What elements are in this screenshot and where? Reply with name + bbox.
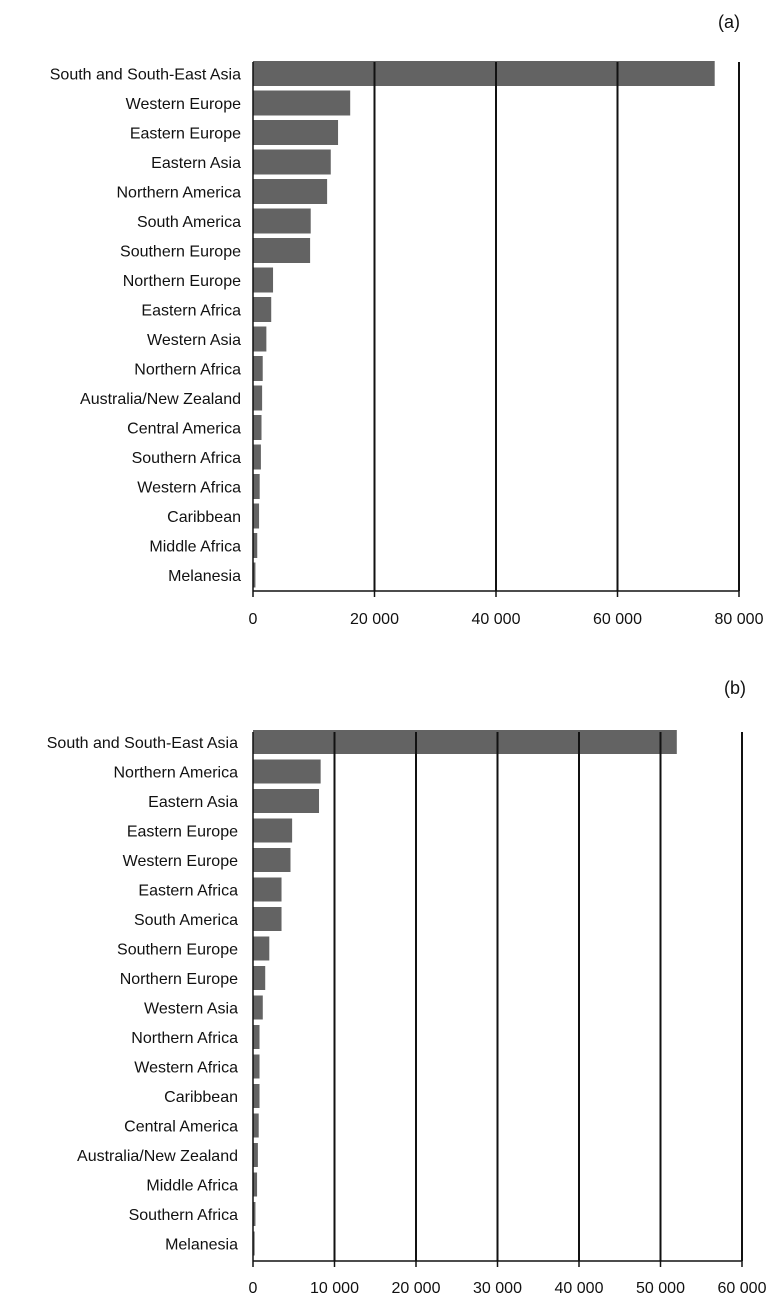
category-label: Western Africa	[137, 480, 241, 497]
bar	[253, 562, 256, 588]
bar	[253, 238, 311, 263]
category-label: Northern Europe	[120, 971, 238, 988]
x-tick-label: 20 000	[392, 1280, 441, 1297]
category-label: Caribbean	[167, 509, 241, 526]
category-label: South and South-East Asia	[47, 735, 238, 752]
x-tick-label: 80 000	[715, 611, 764, 628]
category-label: South America	[134, 912, 238, 929]
bar	[253, 789, 320, 813]
panel-label-a: (a)	[718, 12, 740, 32]
category-label: Eastern Europe	[127, 824, 238, 841]
bar	[253, 474, 260, 499]
category-label: Western Europe	[126, 96, 241, 113]
x-tick-label: 30 000	[473, 1280, 522, 1297]
bar	[253, 936, 270, 961]
category-label: Central America	[124, 1119, 238, 1136]
category-label: Western Asia	[147, 332, 241, 349]
category-label: Northern America	[117, 185, 242, 202]
category-label: Australia/New Zealand	[77, 1148, 238, 1165]
category-label: Caribbean	[164, 1089, 238, 1106]
panel-label-b: (b)	[724, 678, 746, 698]
category-label: Southern Africa	[129, 1207, 239, 1224]
category-label: Northern Africa	[131, 1030, 238, 1047]
bar	[253, 444, 261, 470]
bar	[253, 818, 293, 843]
bar	[253, 1202, 256, 1226]
category-label: Northern Africa	[134, 362, 241, 379]
bar	[253, 1054, 260, 1079]
bar	[253, 907, 282, 931]
category-label: Western Asia	[144, 1001, 238, 1018]
category-label: Western Africa	[134, 1060, 238, 1077]
category-label: South America	[137, 214, 241, 231]
bar	[253, 267, 274, 293]
bar	[253, 297, 272, 322]
bar	[253, 1025, 260, 1049]
category-label: Central America	[127, 421, 241, 438]
category-label: Eastern Asia	[151, 155, 241, 172]
bar	[253, 533, 258, 558]
bar	[253, 149, 331, 175]
bar	[253, 385, 263, 411]
bar	[253, 120, 339, 145]
bar	[253, 326, 267, 352]
category-label: Middle Africa	[149, 539, 241, 556]
category-label: Eastern Africa	[138, 883, 238, 900]
bar	[253, 1084, 260, 1108]
bar	[253, 1143, 258, 1167]
x-tick-label: 0	[249, 1280, 258, 1297]
bar	[253, 848, 291, 872]
x-tick-label: 60 000	[718, 1280, 767, 1297]
category-label: Eastern Africa	[141, 303, 241, 320]
bar	[253, 415, 262, 440]
bar	[253, 1231, 255, 1256]
bar	[253, 61, 715, 86]
x-tick-label: 0	[249, 611, 258, 628]
bar	[253, 759, 321, 784]
category-label: Southern Europe	[120, 244, 241, 261]
chart-panel-b: (b) South and South-East Asia Northern Ame…	[47, 678, 767, 1297]
bar	[253, 966, 266, 990]
x-tick-label: 40 000	[555, 1280, 604, 1297]
category-label: Southern Africa	[132, 450, 242, 467]
x-tick-label: 10 000	[310, 1280, 359, 1297]
category-label: Northern America	[114, 765, 239, 782]
bar	[253, 208, 311, 234]
category-label: Middle Africa	[146, 1178, 238, 1195]
bar	[253, 503, 260, 529]
x-tick-label: 60 000	[593, 611, 642, 628]
bar	[253, 877, 282, 902]
bar	[253, 179, 328, 204]
bar	[253, 356, 263, 381]
category-label: Western Europe	[123, 853, 238, 870]
category-label: South and South-East Asia	[50, 67, 241, 84]
category-label: Melanesia	[165, 1237, 238, 1254]
category-label: Northern Europe	[123, 273, 241, 290]
category-label: Southern Europe	[117, 942, 238, 959]
category-label: Eastern Asia	[148, 794, 238, 811]
bar	[253, 1172, 258, 1197]
category-label: Australia/New Zealand	[80, 391, 241, 408]
category-label: Melanesia	[168, 568, 241, 585]
bar	[253, 90, 351, 116]
x-tick-label: 50 000	[636, 1280, 685, 1297]
bar	[253, 730, 677, 754]
bar	[253, 995, 263, 1020]
x-tick-label: 20 000	[350, 611, 399, 628]
x-tick-label: 40 000	[472, 611, 521, 628]
chart-panel-a: (a) South and South-East Asia Western Euro…	[50, 12, 764, 628]
bar	[253, 1113, 259, 1138]
category-label: Eastern Europe	[130, 126, 241, 143]
